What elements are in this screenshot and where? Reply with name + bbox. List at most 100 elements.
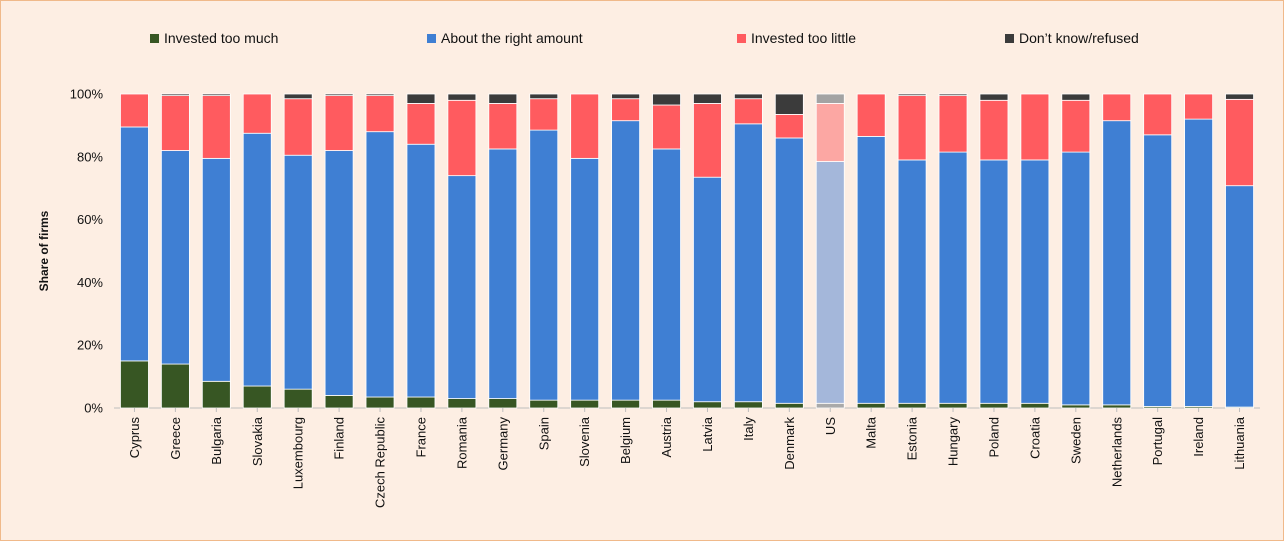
bar-segment-1-6 — [365, 131, 395, 398]
legend-label-dont-know: Don’t know/refused — [1019, 30, 1139, 46]
bar-segment-0-12 — [611, 399, 641, 409]
bar-segment-1-20 — [938, 151, 968, 404]
bar-segment-2-11 — [570, 93, 600, 159]
bar-segment-1-1 — [160, 150, 190, 365]
bar-segment-1-0 — [120, 126, 149, 362]
legend-label-about-right: About the right amount — [441, 30, 583, 46]
bar-segment-2-18 — [856, 93, 886, 137]
x-tick-label: Slovakia — [250, 416, 265, 466]
bar-segment-1-11 — [570, 157, 600, 401]
bar-segment-0-11 — [570, 399, 600, 409]
legend-item-dont-know: Don’t know/refused — [1005, 30, 1139, 46]
bar-segment-3-10 — [529, 93, 559, 100]
bar-segment-1-9 — [488, 148, 518, 399]
x-tick-label: Malta — [864, 416, 879, 449]
y-tick-label: 60% — [77, 212, 103, 227]
x-tick-label: Hungary — [946, 417, 961, 467]
bar-segment-2-0 — [120, 93, 149, 128]
bar-segment-1-23 — [1061, 151, 1091, 406]
bar-segment-2-15 — [733, 98, 763, 125]
legend-swatch-dont-know — [1005, 33, 1014, 43]
bar-segment-0-5 — [324, 395, 354, 409]
bar-segment-3-23 — [1061, 93, 1091, 101]
bar-segment-3-4 — [283, 93, 313, 100]
x-tick-label: Romania — [454, 416, 469, 469]
legend-swatch-invested-too-little — [737, 33, 746, 43]
bar-segment-1-14 — [693, 176, 722, 403]
bar-segment-0-6 — [365, 396, 395, 409]
x-tick-label: Belgium — [618, 417, 633, 464]
x-tick-label: Czech Republic — [373, 417, 388, 509]
bar-segment-3-20 — [938, 93, 968, 96]
x-tick-label: Denmark — [782, 417, 797, 470]
bars — [120, 93, 1254, 409]
bar-segment-2-7 — [406, 103, 436, 145]
bar-segment-0-19 — [897, 402, 927, 409]
bar-segment-2-26 — [1184, 93, 1214, 120]
y-tick-label: 40% — [77, 275, 103, 290]
bar-segment-1-7 — [406, 143, 436, 398]
x-tick-label: Italy — [741, 417, 756, 441]
bar-segment-2-3 — [242, 93, 272, 134]
bar-segment-2-23 — [1061, 99, 1091, 153]
x-tick-label: Netherlands — [1109, 417, 1124, 488]
bar-segment-0-23 — [1061, 404, 1091, 409]
bar-segment-0-8 — [447, 398, 477, 409]
bar-segment-1-27 — [1225, 185, 1254, 408]
bar-segment-1-24 — [1102, 120, 1132, 406]
bar-segment-2-21 — [979, 99, 1009, 161]
bar-segment-3-13 — [652, 93, 681, 106]
y-tick-label: 100% — [70, 87, 104, 102]
bar-segment-2-24 — [1102, 93, 1132, 122]
x-tick-label: Austria — [659, 416, 674, 457]
bar-segment-2-2 — [201, 95, 231, 159]
x-tick-label: Poland — [986, 417, 1001, 457]
bar-segment-3-21 — [979, 93, 1009, 101]
bar-segment-2-17 — [815, 103, 845, 162]
bar-segment-1-8 — [447, 175, 477, 399]
x-tick-label: Sweden — [1068, 417, 1083, 464]
bar-segment-0-7 — [406, 396, 436, 409]
bar-segment-3-5 — [324, 93, 354, 96]
bar-segment-0-21 — [979, 402, 1009, 409]
bar-segment-1-22 — [1020, 159, 1050, 404]
legend-item-invested-too-much: Invested too much — [150, 30, 278, 46]
bar-segment-3-16 — [774, 93, 804, 115]
bar-segment-2-22 — [1020, 93, 1050, 161]
bar-segment-0-15 — [733, 401, 763, 409]
bar-segment-1-16 — [774, 137, 804, 404]
bar-segment-2-12 — [611, 98, 641, 122]
bar-segment-0-14 — [693, 401, 722, 409]
bar-segment-2-19 — [897, 95, 927, 161]
bar-segment-2-13 — [652, 104, 681, 150]
bar-segment-0-24 — [1102, 404, 1132, 409]
bar-segment-2-16 — [774, 114, 804, 139]
bar-segment-0-17 — [815, 402, 845, 409]
x-tick-label: Finland — [332, 417, 347, 460]
bar-segment-2-1 — [160, 95, 190, 151]
y-tick-label: 20% — [77, 338, 103, 353]
bar-segment-3-1 — [160, 93, 190, 96]
bar-segment-3-8 — [447, 93, 477, 101]
bar-segment-0-1 — [160, 363, 190, 409]
x-tick-label: Portugal — [1150, 417, 1165, 466]
bar-segment-1-21 — [979, 159, 1009, 404]
bar-segment-3-2 — [201, 93, 231, 96]
bar-segment-2-27 — [1225, 98, 1254, 187]
bar-segment-2-25 — [1143, 93, 1173, 136]
bar-segment-2-14 — [693, 103, 722, 178]
x-tick-label: Germany — [495, 417, 510, 471]
bar-segment-0-20 — [938, 402, 968, 409]
y-tick-label: 80% — [77, 149, 103, 164]
bar-segment-1-26 — [1184, 118, 1214, 407]
bar-segment-2-5 — [324, 95, 354, 151]
legend-item-invested-too-little: Invested too little — [737, 30, 856, 46]
bar-segment-2-10 — [529, 98, 559, 131]
bar-segment-3-7 — [406, 93, 436, 104]
legend-swatch-invested-too-much — [150, 33, 159, 43]
legend-item-about-right: About the right amount — [427, 30, 583, 46]
bar-segment-1-18 — [856, 135, 886, 404]
chart-legend: Invested too much About the right amount… — [0, 30, 1284, 50]
x-tick-label: Croatia — [1027, 416, 1042, 459]
bar-segment-1-3 — [242, 132, 272, 387]
